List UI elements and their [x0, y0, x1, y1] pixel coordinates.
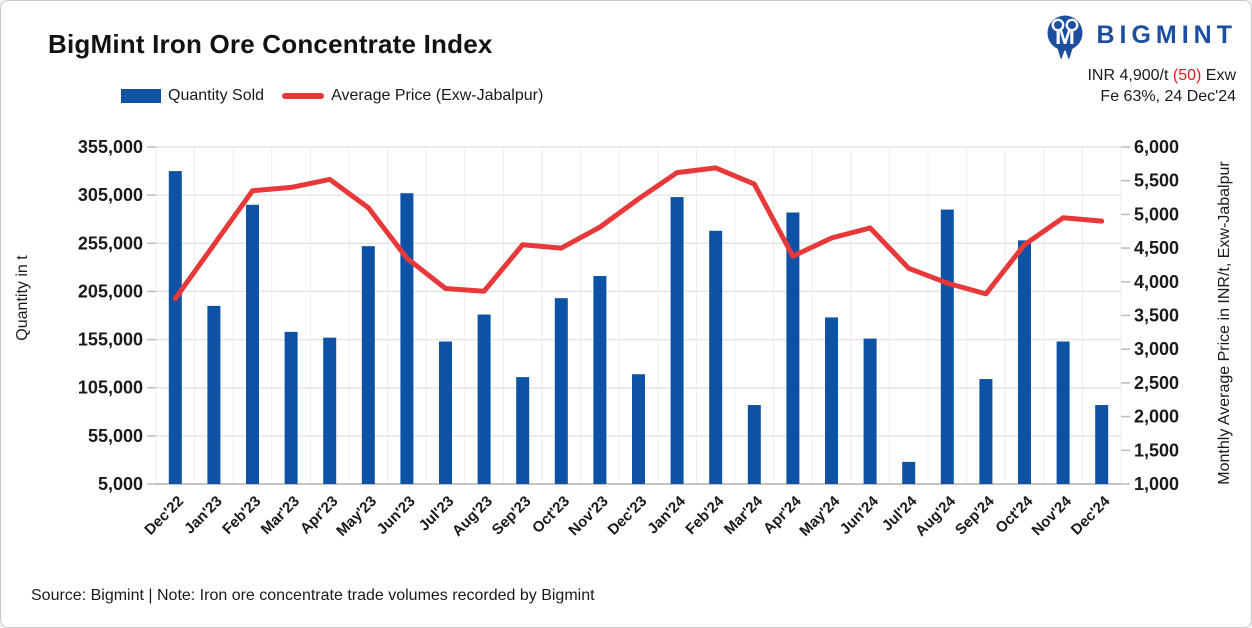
- header-price-line1: INR 4,900/t (50) Exw: [1087, 65, 1236, 86]
- quantity-bar-May'24: [825, 317, 838, 484]
- x-axis-label-Oct'23: Oct'23: [529, 493, 573, 537]
- legend-label-price: Average Price (Exw-Jabalpur): [331, 87, 544, 104]
- x-axis-label-May'24: May'24: [796, 492, 843, 539]
- quantity-bar-Dec'22: [168, 171, 182, 485]
- right-axis-title: Monthly Average Price in INR/t, Exw-Jaba…: [1216, 161, 1233, 485]
- left-axis-tick-label: 255,000: [78, 233, 143, 253]
- right-axis-tick-label: 2,500: [1134, 373, 1179, 393]
- quantity-bar-Nov'23: [593, 276, 607, 484]
- legend-item-quantity: Quantity Sold: [121, 87, 264, 105]
- x-axis-label-Aug'23: Aug'23: [449, 493, 496, 540]
- right-axis-tick-label: 1,000: [1134, 474, 1179, 494]
- right-axis-tick-label: 3,000: [1134, 339, 1179, 359]
- left-axis-tick-label: 105,000: [78, 378, 143, 398]
- quantity-legend-swatch: [121, 89, 161, 103]
- quantity-bar-Apr'23: [323, 337, 337, 484]
- x-axis-label-Dec'24: Dec'24: [1068, 492, 1114, 538]
- x-axis-label-Jan'24: Jan'24: [644, 492, 689, 537]
- quantity-bar-May'23: [361, 246, 375, 484]
- quantity-bar-Jan'23: [207, 305, 221, 484]
- x-axis-label-Nov'24: Nov'24: [1029, 492, 1076, 539]
- quantity-bar-Dec'23: [632, 374, 645, 484]
- x-axis-label-Mar'24: Mar'24: [721, 492, 767, 538]
- right-axis-tick-label: 3,500: [1134, 306, 1179, 326]
- quantity-bar-Mar'24: [747, 405, 761, 484]
- x-axis-label-May'23: May'23: [333, 493, 380, 540]
- right-axis-tick-label: 5,000: [1134, 204, 1179, 224]
- right-axis-tick-label: 6,000: [1134, 137, 1179, 157]
- page-title: BigMint Iron Ore Concentrate Index: [48, 29, 493, 59]
- quantity-bar-Jan'24: [670, 197, 684, 484]
- x-axis-label-Aug'24: Aug'24: [912, 492, 959, 539]
- quantity-bar-Jul'23: [439, 341, 452, 484]
- right-axis-tick-label: 4,000: [1134, 272, 1179, 292]
- quantity-bar-Sep'23: [516, 377, 530, 484]
- bigmint-logo-wordmark: BIGMINT: [1096, 21, 1237, 49]
- quantity-bar-Aug'23: [477, 314, 491, 484]
- right-axis-tick-label: 4,500: [1134, 238, 1179, 258]
- quantity-bar-Oct'23: [554, 298, 568, 484]
- quantity-bar-Feb'24: [709, 230, 723, 484]
- left-axis-tick-label: 205,000: [78, 281, 143, 301]
- x-axis-label-Sep'23: Sep'23: [489, 493, 535, 539]
- quantity-bar-Aug'24: [940, 209, 954, 485]
- x-axis-label-Nov'23: Nov'23: [565, 493, 611, 539]
- legend-item-price: Average Price (Exw-Jabalpur): [282, 87, 543, 105]
- price-change: (50): [1172, 67, 1202, 84]
- left-axis-tick-label: 155,000: [78, 330, 143, 350]
- quantity-bar-Jul'24: [902, 461, 916, 484]
- price-legend-swatch: [282, 93, 325, 99]
- quantity-bar-Feb'23: [246, 204, 259, 484]
- quantity-bar-Dec'24: [1095, 405, 1109, 484]
- bigmint-logo: M BIGMINT: [1042, 12, 1237, 59]
- x-axis-label-Oct'24: Oct'24: [992, 492, 1036, 536]
- chart-legend: Quantity Sold Average Price (Exw-Jabalpu…: [121, 87, 543, 105]
- quantity-bar-Jun'23: [400, 193, 414, 484]
- quantity-bar-Apr'24: [786, 212, 800, 484]
- header-price-block: INR 4,900/t (50) Exw Fe 63%, 24 Dec'24: [1087, 65, 1236, 107]
- right-axis-tick-label: 1,500: [1134, 440, 1179, 460]
- x-axis-label-Jun'24: Jun'24: [837, 492, 883, 538]
- x-axis-label-Jun'23: Jun'23: [374, 493, 419, 538]
- left-axis-tick-label: 305,000: [78, 185, 143, 205]
- x-axis-label-Sep'24: Sep'24: [952, 492, 998, 538]
- x-axis-label-Dec'23: Dec'23: [605, 493, 651, 539]
- quantity-bar-Sep'24: [979, 379, 993, 484]
- bigmint-logo-icon: M: [1047, 15, 1083, 59]
- average-price-line: [172, 165, 1105, 302]
- x-axis-label-Dec'22: Dec'22: [141, 493, 187, 539]
- price-terms: Exw: [1205, 67, 1236, 84]
- left-axis-title: Quantity in t: [14, 255, 31, 341]
- left-axis-tick-label: 355,000: [78, 137, 143, 157]
- quantity-bar-Mar'23: [284, 331, 298, 484]
- price-value: INR 4,900/t: [1087, 67, 1169, 84]
- right-axis-tick-label: 2,000: [1134, 407, 1179, 427]
- x-axis-label-Jan'23: Jan'23: [181, 493, 226, 538]
- quantity-bar-Oct'24: [1018, 240, 1031, 484]
- quantity-bar-Jun'24: [863, 338, 877, 484]
- x-axis-label-Mar'23: Mar'23: [258, 493, 303, 538]
- quantity-bar-Nov'24: [1056, 341, 1070, 484]
- legend-label-quantity: Quantity Sold: [168, 87, 265, 104]
- x-axis-label-Feb'23: Feb'23: [219, 493, 264, 538]
- right-axis-tick-label: 5,500: [1134, 171, 1179, 191]
- left-axis-tick-label: 5,000: [98, 474, 143, 494]
- source-note: Source: Bigmint | Note: Iron ore concent…: [31, 587, 595, 604]
- left-axis-tick-label: 55,000: [88, 426, 143, 446]
- header-price-line2: Fe 63%, 24 Dec'24: [1100, 88, 1236, 105]
- x-axis-label-Feb'24: Feb'24: [682, 492, 728, 538]
